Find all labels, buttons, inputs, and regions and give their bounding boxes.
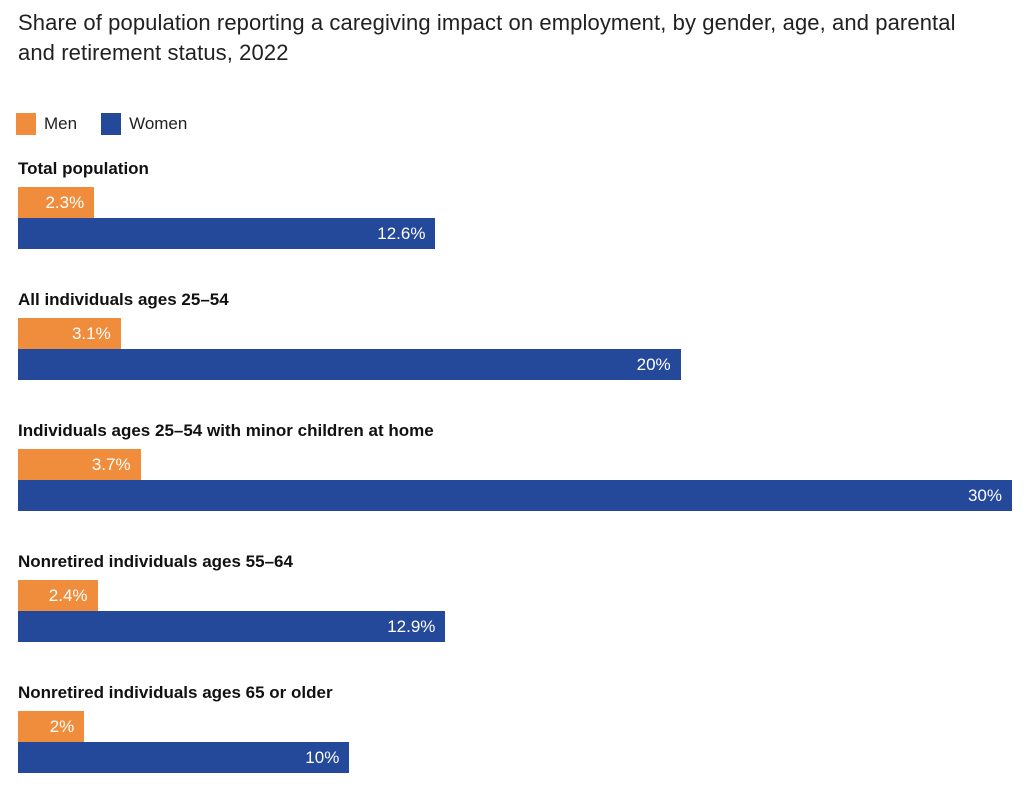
category-label: Total population [18,159,149,178]
bar-value-label: 10% [305,747,340,767]
bar-value-label: 2% [49,716,75,736]
legend: Men Women [16,113,1024,135]
women-bar: 12.9% [18,611,446,642]
men-bar: 2.4% [18,580,98,611]
legend-item-women: Women [101,113,187,135]
legend-item-men: Men [16,113,77,135]
bar-chart: Total population 2.3% 12.6% All individuals… [18,160,1012,773]
bar-group: Individuals ages 25–54 with minor childr… [18,422,1012,511]
legend-label: Men [44,114,78,133]
category-label: All individuals ages 25–54 [18,290,229,309]
legend-swatch-women [101,113,122,135]
bar-value-label: 12.9% [387,616,436,636]
bar-group: All individuals ages 25–54 3.1% 20% [18,291,1012,380]
chart-title: Share of population reporting a caregivi… [18,10,956,65]
bar-value-label: 3.7% [91,454,131,474]
bar-value-label: 2.3% [45,192,85,212]
women-bar: 12.6% [18,218,436,249]
category-label: Nonretired individuals ages 65 or older [18,683,333,702]
bar-group: Total population 2.3% 12.6% [18,160,1012,249]
men-bar: 3.1% [18,318,121,349]
men-bar: 2% [18,711,85,742]
legend-label: Women [129,114,188,133]
category-label: Individuals ages 25–54 with minor childr… [18,421,434,440]
women-bar: 20% [18,349,681,380]
bar-value-label: 12.6% [377,223,426,243]
bar-value-label: 2.4% [48,585,88,605]
bar-value-label: 3.1% [71,323,111,343]
women-bar: 30% [18,480,1012,511]
category-label: Nonretired individuals ages 55–64 [18,552,293,571]
bar-group: Nonretired individuals ages 65 or older 2… [18,684,1012,773]
women-bar: 10% [18,742,350,773]
bar-group: Nonretired individuals ages 55–64 2.4% 12.… [18,553,1012,642]
bar-value-label: 20% [636,354,671,374]
bar-value-label: 30% [967,485,1002,505]
men-bar: 2.3% [18,187,95,218]
men-bar: 3.7% [18,449,141,480]
legend-swatch-men [16,113,36,135]
